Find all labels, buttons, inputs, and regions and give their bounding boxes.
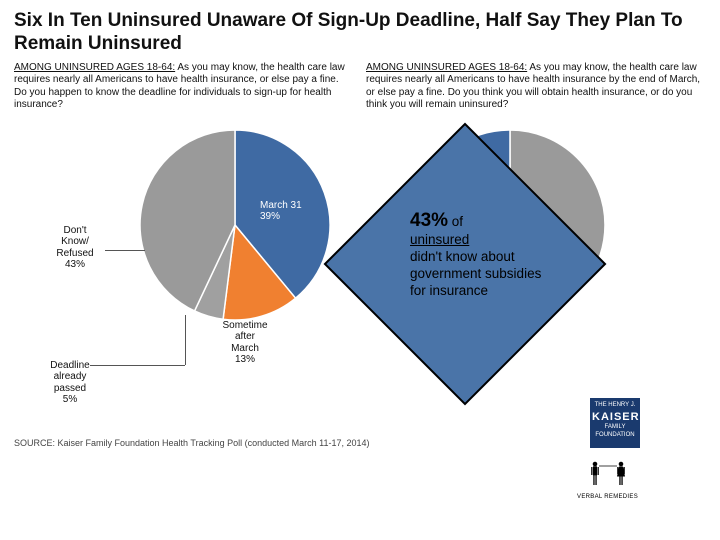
question-left: AMONG UNINSURED AGES 18-64: As you may k…: [14, 62, 354, 112]
headline: Six In Ten Uninsured Unaware Of Sign-Up …: [0, 0, 720, 62]
kff-logo: THE HENRY J. KAISER FAMILY FOUNDATION: [590, 398, 640, 448]
source-line: SOURCE: Kaiser Family Foundation Health …: [14, 438, 370, 448]
leader-dead-v: [185, 315, 186, 365]
chart-area: Don'tKnow/Refused43% March 3139% Sometim…: [10, 120, 710, 420]
callout-of: of: [448, 214, 463, 229]
leader-dk: [105, 250, 145, 251]
callout-pct: 43%: [410, 210, 448, 231]
callout-ul: uninsured: [410, 232, 469, 247]
callout-diamond: 43% of uninsured didn't know about gover…: [315, 114, 615, 416]
kff-mid: KAISER: [592, 411, 638, 424]
label-dead: Deadlinealreadypassed5%: [30, 360, 110, 406]
question-row: AMONG UNINSURED AGES 18-64: As you may k…: [0, 62, 720, 116]
diamond-text: 43% of uninsured didn't know about gover…: [410, 209, 560, 300]
callout-rest: didn't know about government subsidies f…: [410, 249, 541, 298]
kff-top: THE HENRY J.: [595, 402, 636, 408]
label-dk: Don'tKnow/Refused43%: [40, 225, 110, 271]
question-right-lead: AMONG UNINSURED AGES 18-64:: [366, 62, 527, 73]
label-some: SometimeafterMarch13%: [205, 320, 285, 366]
pie-left: [140, 130, 330, 320]
question-left-lead: AMONG UNINSURED AGES 18-64:: [14, 62, 175, 73]
people-icon: [585, 460, 631, 492]
kff-bot: FAMILY FOUNDATION: [595, 424, 634, 437]
question-right: AMONG UNINSURED AGES 18-64: As you may k…: [366, 62, 706, 112]
footer-icon: VERBAL REMEDIES: [577, 460, 638, 500]
footer-label: VERBAL REMEDIES: [577, 494, 638, 500]
